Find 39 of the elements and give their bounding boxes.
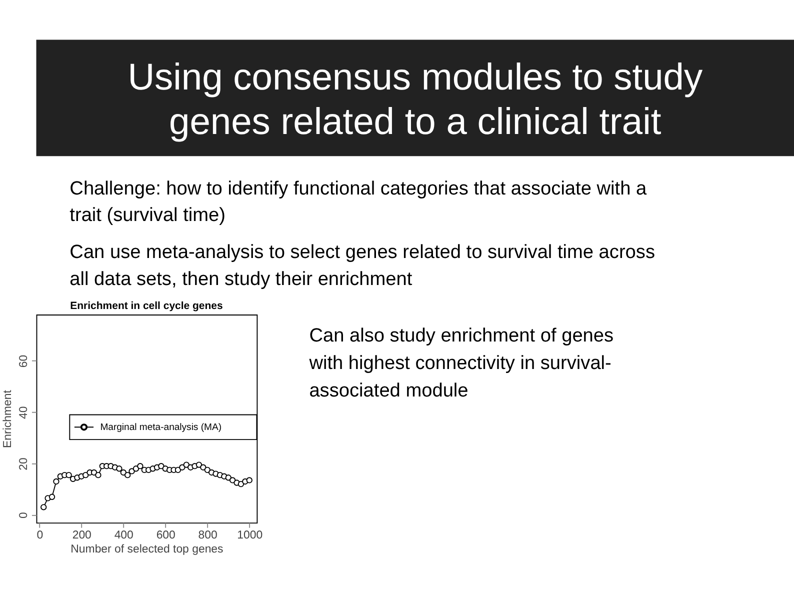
point bbox=[238, 480, 244, 488]
y-axis-title: Enrichment bbox=[2, 389, 14, 448]
y-tick-label: 60 bbox=[18, 354, 30, 368]
point bbox=[196, 462, 202, 468]
y-tick-label: 40 bbox=[18, 406, 30, 419]
text: Can also study enrichment of genes with highest connectivity in survival-associated module bbox=[308, 325, 614, 402]
point bbox=[225, 474, 232, 481]
point bbox=[128, 468, 135, 474]
x-tick-label: 600 bbox=[156, 529, 176, 542]
x-tick-label: 800 bbox=[198, 529, 218, 542]
point bbox=[229, 477, 236, 484]
point bbox=[53, 478, 60, 485]
legend-label: Marginal meta-analysis (MA) bbox=[100, 422, 222, 434]
point bbox=[90, 469, 98, 476]
x-axis-title: Number of selected top genes bbox=[70, 544, 224, 556]
point bbox=[158, 462, 164, 470]
x-tick-label: 1000 bbox=[237, 529, 263, 542]
text: Can use meta-analysis to select genes related to survival time across all data sets, then study their enrichment bbox=[70, 242, 656, 290]
point bbox=[95, 472, 102, 478]
point bbox=[82, 472, 89, 478]
point bbox=[48, 494, 56, 500]
point bbox=[66, 472, 72, 478]
point bbox=[116, 466, 122, 472]
point bbox=[174, 466, 182, 474]
point bbox=[124, 472, 131, 478]
point bbox=[246, 477, 252, 484]
chart-title: Enrichment in cell cycle genes bbox=[70, 300, 223, 312]
x-tick-label: 200 bbox=[72, 529, 92, 542]
point bbox=[183, 462, 190, 468]
point bbox=[137, 462, 144, 470]
x-tick-label: 400 bbox=[114, 529, 134, 542]
y-tick-label: 0 bbox=[18, 512, 30, 519]
text: Challenge: how to identify functional categories that associate with a trait (survival time) bbox=[70, 178, 647, 226]
y-tick-label: 20 bbox=[18, 458, 30, 470]
x-tick-label: 0 bbox=[36, 529, 44, 542]
text: Using consensus modules to study genes related to a clinical trait bbox=[128, 55, 703, 142]
point bbox=[40, 504, 47, 510]
point bbox=[200, 464, 206, 470]
point bbox=[120, 469, 126, 476]
